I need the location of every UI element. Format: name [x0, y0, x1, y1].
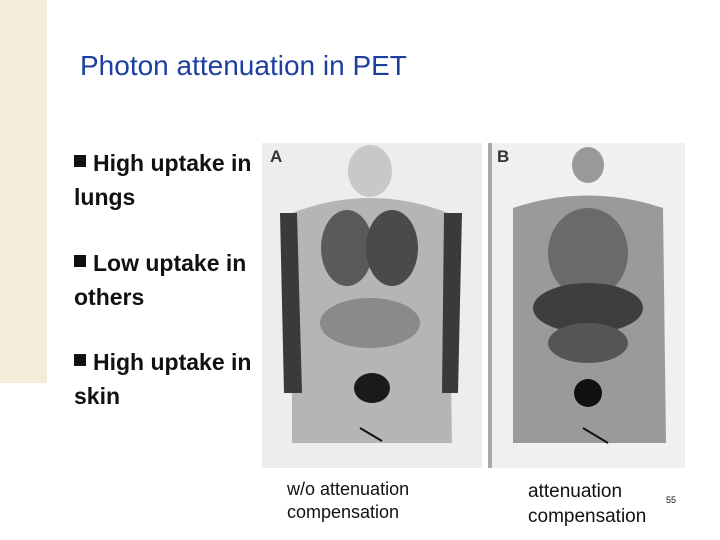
panel-label: A [270, 147, 283, 166]
pet-image-b [488, 143, 685, 468]
slide-title: Photon attenuation in PET [80, 50, 407, 81]
bullet: High uptake in skin [74, 345, 270, 413]
page-number: 55 [666, 495, 677, 505]
caption: attenuation compensation [528, 481, 647, 527]
pet-image-a [262, 143, 482, 468]
caption: w/o attenuation compensation [287, 479, 410, 522]
panel-label: B [497, 147, 510, 166]
bullet: High uptake in lungs [74, 146, 270, 214]
sidebar [0, 0, 47, 383]
bullet: Low uptake in others [74, 246, 270, 314]
